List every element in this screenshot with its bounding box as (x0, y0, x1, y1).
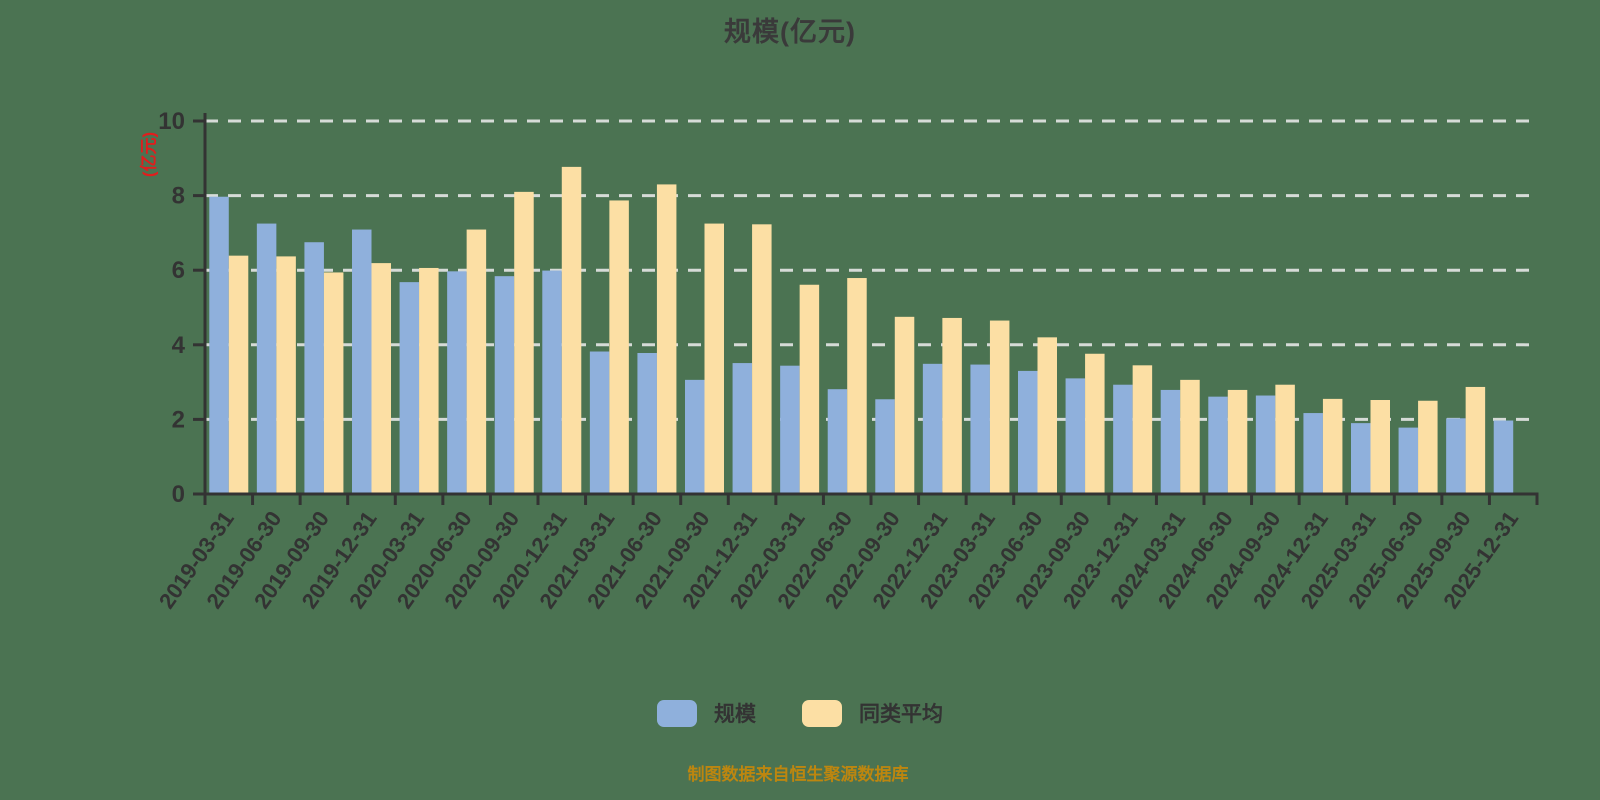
svg-text:0: 0 (172, 481, 185, 508)
legend-item-scale[interactable]: 规模 (657, 698, 756, 728)
svg-text:10: 10 (158, 108, 185, 135)
chart-title: 规模(亿元) (724, 17, 856, 47)
legend-swatch-scale (657, 699, 697, 727)
svg-text:8: 8 (172, 183, 185, 210)
svg-text:2: 2 (172, 406, 185, 433)
legend-item-category-average[interactable]: 同类平均 (802, 698, 943, 728)
svg-text:6: 6 (172, 257, 185, 284)
legend-swatch-category-average (802, 699, 842, 727)
bar-plot-area: 02468102019-03-312019-06-302019-09-30201… (154, 108, 1539, 613)
legend-label-category-average: 同类平均 (859, 703, 943, 726)
svg-text:4: 4 (172, 332, 186, 359)
legend: 规模 同类平均 (0, 698, 1600, 728)
legend-label-scale: 规模 (714, 703, 756, 726)
data-source-note: 制图数据来自恒生聚源数据库 (687, 765, 909, 784)
